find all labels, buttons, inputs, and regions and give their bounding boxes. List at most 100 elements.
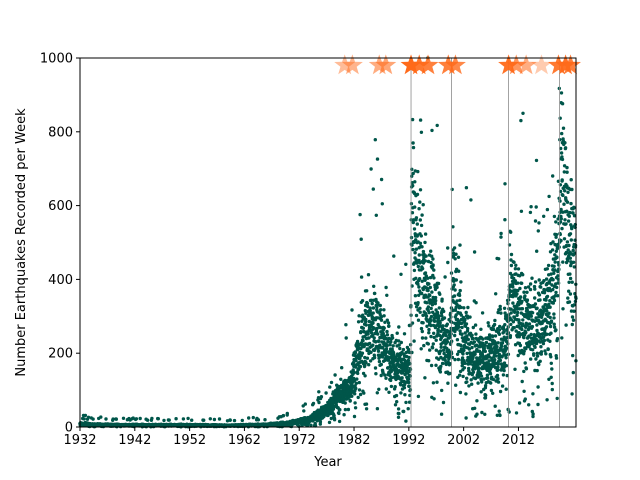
data-point (402, 409, 406, 414)
data-point (539, 345, 543, 349)
data-point (417, 293, 421, 297)
data-point (432, 331, 436, 335)
data-point (492, 322, 497, 327)
data-point (453, 257, 457, 261)
data-point (374, 213, 378, 217)
data-point (554, 328, 558, 332)
data-point (372, 336, 376, 340)
data-points (78, 56, 578, 429)
data-point (358, 212, 362, 217)
data-point (518, 286, 522, 291)
data-point (459, 305, 463, 310)
data-point (489, 388, 494, 393)
data-point (263, 418, 267, 422)
data-point (363, 355, 367, 360)
data-point (343, 407, 348, 412)
data-point (417, 207, 421, 211)
x-axis-ticks: 1932 1942 1952 1962 1972 1982 1992 2002 2012 (63, 427, 535, 448)
data-point (389, 378, 393, 383)
data-point (514, 411, 519, 415)
data-point (507, 410, 511, 414)
data-point (531, 348, 535, 352)
data-point (513, 310, 517, 314)
data-point (491, 327, 496, 332)
data-point (496, 365, 500, 369)
data-point (202, 418, 206, 422)
data-point (412, 339, 416, 343)
data-point (517, 401, 522, 405)
data-point (433, 301, 437, 306)
data-point (464, 310, 468, 315)
data-point (451, 225, 455, 229)
data-point (367, 341, 372, 346)
data-point (520, 327, 524, 332)
data-point (423, 271, 428, 275)
data-point (431, 263, 435, 267)
event-star (498, 54, 520, 75)
data-point (487, 355, 491, 359)
data-point (419, 326, 424, 331)
data-point (554, 232, 559, 237)
data-point (470, 333, 474, 337)
data-point (404, 262, 408, 266)
data-point (524, 346, 528, 351)
data-point (181, 417, 186, 421)
data-point (566, 259, 570, 263)
data-point (508, 334, 513, 338)
data-point (372, 284, 376, 288)
data-point (373, 366, 378, 370)
data-point (368, 359, 373, 363)
data-point (363, 363, 367, 367)
data-point (369, 350, 373, 354)
data-point (91, 417, 95, 421)
data-point (378, 326, 383, 330)
data-point (544, 277, 549, 281)
data-point (355, 339, 360, 344)
data-point (162, 418, 166, 423)
data-point (535, 351, 539, 355)
data-point (482, 346, 486, 350)
data-point (417, 285, 421, 289)
data-point (468, 315, 472, 319)
data-point (556, 274, 560, 278)
data-point (421, 249, 426, 254)
data-point (498, 389, 503, 394)
data-point (365, 301, 370, 306)
data-point (494, 354, 498, 358)
data-point (568, 292, 573, 296)
data-point (327, 420, 332, 425)
data-point (423, 240, 427, 245)
data-point (560, 131, 564, 136)
data-point (382, 314, 386, 318)
data-point (371, 321, 375, 325)
data-point (478, 362, 482, 366)
data-point (104, 417, 108, 421)
data-point (554, 290, 558, 295)
data-point (416, 264, 420, 269)
data-point (434, 298, 438, 303)
data-point (493, 318, 497, 323)
data-point (509, 311, 513, 315)
data-point (366, 273, 371, 277)
data-point (557, 263, 561, 267)
data-point (530, 311, 535, 315)
data-point (474, 301, 478, 305)
data-point (419, 234, 423, 238)
event-stars (334, 54, 581, 75)
plot-frame (79, 57, 577, 428)
data-point (411, 247, 415, 252)
data-point (563, 218, 567, 222)
data-point (311, 401, 316, 406)
data-point (399, 383, 403, 387)
data-point (376, 349, 381, 353)
data-point (568, 210, 572, 215)
data-point (533, 296, 537, 300)
data-point (403, 393, 407, 397)
data-point (548, 299, 552, 303)
data-point (509, 263, 514, 268)
data-point (541, 335, 546, 339)
data-point (389, 340, 393, 344)
data-point (561, 193, 565, 198)
data-point (548, 315, 552, 320)
data-point (556, 242, 560, 247)
